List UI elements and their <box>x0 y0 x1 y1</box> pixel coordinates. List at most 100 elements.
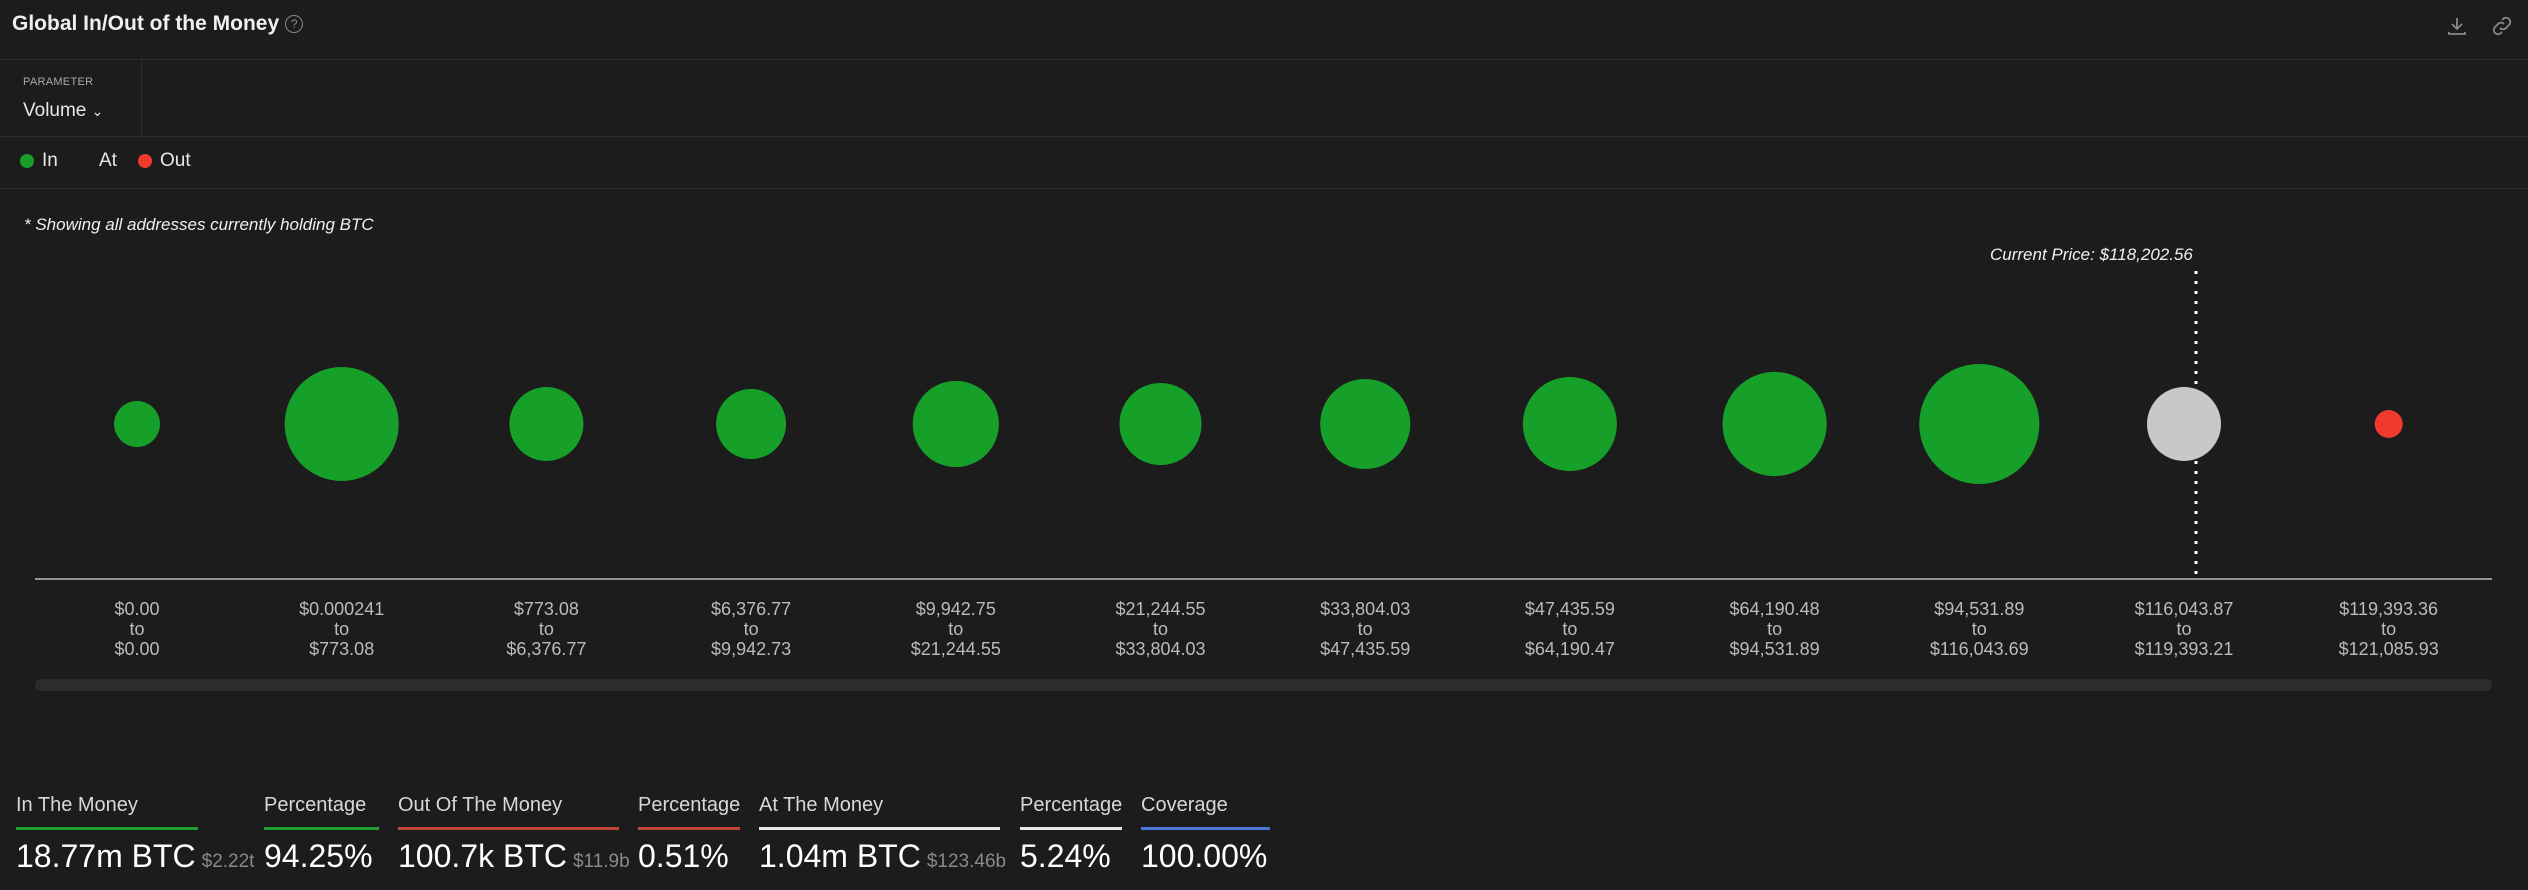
tick-line: $6,376.77 <box>711 599 792 619</box>
stat-underline <box>638 827 740 830</box>
divider <box>0 188 2528 189</box>
bubble-in[interactable] <box>114 401 160 447</box>
title-text: Global In/Out of the Money <box>12 12 280 35</box>
stat-value: 5.24% <box>1020 838 1111 875</box>
x-tick-label: $119,393.36 to $121,085.93 <box>2289 599 2489 659</box>
tick-line: to <box>948 619 964 639</box>
stat-main: 5.24% <box>1020 838 1111 874</box>
tick-line: $119,393.21 <box>2134 639 2234 659</box>
legend-item-in[interactable]: In <box>20 150 58 172</box>
current-price-label: Current Price: $118,202.56 <box>1990 245 2193 264</box>
link-icon[interactable] <box>2490 14 2514 38</box>
x-tick-label: $773.08 to $6,376.77 <box>446 599 646 659</box>
x-tick-label: $0.000241 to $773.08 <box>242 599 442 659</box>
tick-line: to <box>1152 619 1168 639</box>
stat-value: 18.77m BTC $2.22t <box>16 838 254 875</box>
bubble-chart <box>35 271 2492 580</box>
green-dot-icon <box>20 154 34 168</box>
stat-underline <box>398 827 619 830</box>
bubble-at[interactable] <box>2147 387 2221 461</box>
tick-line: to <box>129 619 145 639</box>
tick-line: $0.000241 <box>299 599 385 619</box>
divider <box>0 136 2528 137</box>
tick-line: $64,190.48 <box>1729 599 1820 619</box>
tick-line: to <box>1562 619 1578 639</box>
legend-item-out[interactable]: Out <box>138 150 191 172</box>
bubble-in[interactable] <box>1722 371 1827 477</box>
stat-usd: $11.9b <box>572 851 630 872</box>
bubble-in[interactable] <box>1320 378 1411 470</box>
divider <box>141 60 142 135</box>
bubble-in[interactable] <box>284 366 399 482</box>
x-tick-label: $6,376.77 to $9,942.73 <box>651 599 851 659</box>
bubble-in[interactable] <box>1119 382 1202 466</box>
stat-label: At The Money <box>759 794 884 816</box>
x-tick-label: $33,804.03 to $47,435.59 <box>1265 599 1465 659</box>
parameter-label: PARAMETER <box>23 76 94 88</box>
legend-label: Out <box>160 150 191 171</box>
stat-label: Percentage <box>264 794 367 816</box>
legend-item-at[interactable]: At <box>99 150 117 172</box>
stat-usd: $2.22t <box>201 851 255 872</box>
question-circle-icon[interactable]: ? <box>285 15 304 33</box>
chevron-down-icon: ⌄ <box>91 103 104 119</box>
stat-main: 100.00% <box>1141 838 1268 874</box>
tick-line: to <box>2381 619 2397 639</box>
stat-label: Percentage <box>638 794 741 816</box>
tick-line: $47,435.59 <box>1320 639 1411 659</box>
tick-line: $0.00 <box>114 639 160 659</box>
tick-line: $119,393.36 <box>2339 599 2439 619</box>
tick-line: $0.00 <box>114 599 160 619</box>
parameter-value: Volume <box>23 100 87 121</box>
stat-main: 100.7k BTC <box>398 838 567 874</box>
stat-value: 100.00% <box>1141 838 1267 875</box>
legend-label: At <box>99 150 117 171</box>
page-title: Global In/Out of the Money? <box>12 12 304 36</box>
stat-underline <box>16 827 198 830</box>
tick-line: $773.08 <box>309 639 375 659</box>
tick-line: $6,376.77 <box>506 639 587 659</box>
chart-scrollbar[interactable] <box>35 679 2492 691</box>
tick-line: $116,043.87 <box>2134 599 2234 619</box>
bubble-in[interactable] <box>509 387 584 461</box>
stat-value: 100.7k BTC $11.9b <box>398 838 630 875</box>
tick-line: to <box>743 619 759 639</box>
stat-value: 0.51% <box>638 838 729 875</box>
tick-line: to <box>2176 619 2192 639</box>
stat-value: 94.25% <box>264 838 373 875</box>
bubble-in[interactable] <box>1919 363 2040 485</box>
red-dot-icon <box>138 154 152 168</box>
parameter-dropdown[interactable]: Volume ⌄ <box>23 100 103 122</box>
stat-label: Coverage <box>1141 794 1228 816</box>
bubble-out[interactable] <box>2374 410 2403 438</box>
stat-label: Percentage <box>1020 794 1123 816</box>
tick-line: $94,531.89 <box>1934 599 2025 619</box>
tick-line: $9,942.73 <box>711 639 792 659</box>
chart-note: * Showing all addresses currently holdin… <box>24 215 374 234</box>
stat-underline <box>759 827 1000 830</box>
tick-line: to <box>1971 619 1987 639</box>
tick-line: $33,804.03 <box>1115 639 1206 659</box>
stat-value: 1.04m BTC $123.46b <box>759 838 1006 875</box>
x-tick-label: $47,435.59 to $64,190.47 <box>1470 599 1670 659</box>
x-tick-label: $116,043.87 to $119,393.21 <box>2084 599 2284 659</box>
tick-line: $116,043.69 <box>1929 639 2029 659</box>
legend-label: In <box>42 150 58 171</box>
stat-main: 18.77m BTC <box>16 838 196 874</box>
stat-main: 94.25% <box>264 838 373 874</box>
stat-underline <box>1020 827 1122 830</box>
stat-label: Out Of The Money <box>398 794 563 816</box>
stat-label: In The Money <box>16 794 138 816</box>
tick-line: $21,244.55 <box>1115 599 1206 619</box>
tick-line: $64,190.47 <box>1524 639 1615 659</box>
tick-line: $33,804.03 <box>1320 599 1411 619</box>
bubble-in[interactable] <box>716 389 787 459</box>
tick-line: to <box>334 619 350 639</box>
bubble-in[interactable] <box>912 380 999 468</box>
download-icon[interactable] <box>2445 14 2469 38</box>
x-tick-label: $9,942.75 to $21,244.55 <box>856 599 1056 659</box>
bubble-in[interactable] <box>1522 376 1617 472</box>
tick-line: to <box>1767 619 1783 639</box>
x-tick-label: $0.00 to $0.00 <box>37 599 237 659</box>
x-tick-label: $64,190.48 to $94,531.89 <box>1675 599 1875 659</box>
